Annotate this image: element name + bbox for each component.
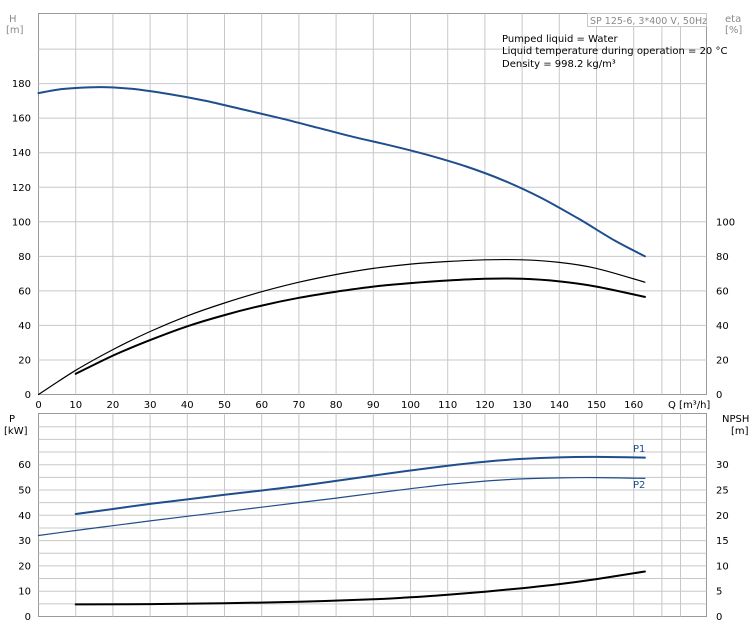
- curve-label-p2: P2: [633, 480, 645, 491]
- power-tick-label: 60: [18, 460, 31, 471]
- eta-tick-label: 80: [716, 252, 729, 263]
- efficiency-curve: [74, 277, 646, 375]
- power-tick-label: 40: [18, 511, 31, 522]
- power-p2-curve: [37, 476, 646, 537]
- eta-axis-title: eta: [725, 14, 741, 25]
- power-axis-unit: [kW]: [4, 426, 28, 437]
- head-curve: [37, 86, 646, 258]
- npsh-curve: [74, 570, 646, 606]
- tick-labels: 0 10 20 30 40 50 60 70 80 90 100 110 120 130 140 150 160…: [12, 79, 735, 623]
- power-grid: [38, 413, 707, 617]
- power-tick-label: 20: [18, 561, 31, 572]
- pump-label: SP 125-6, 3*400 V, 50Hz: [590, 16, 707, 27]
- head-tick-label: 160: [12, 114, 31, 125]
- head-tick-label: 60: [18, 286, 31, 297]
- power-tick-label: 0: [25, 612, 31, 623]
- eta-tick-label: 60: [716, 286, 729, 297]
- x-tick-label: 140: [550, 400, 569, 411]
- head-tick-label: 180: [12, 79, 31, 90]
- head-tick-label: 20: [18, 355, 31, 366]
- power-axis-title: P: [9, 414, 15, 425]
- x-tick-label: 30: [144, 400, 157, 411]
- power-p1-curve: [74, 455, 646, 515]
- head-tick-label: 40: [18, 321, 31, 332]
- x-tick-label: 150: [587, 400, 606, 411]
- x-tick-label: 40: [181, 400, 194, 411]
- x-tick-label: 100: [401, 400, 420, 411]
- npsh-tick-label: 15: [716, 536, 729, 547]
- eta-axis-unit: [%]: [725, 25, 742, 36]
- info-liquid-temperature: Liquid temperature during operation = 20…: [502, 46, 727, 57]
- npsh-tick-label: 10: [716, 561, 729, 572]
- curve-label-p1: P1: [633, 444, 645, 455]
- npsh-tick-label: 25: [716, 486, 729, 497]
- npsh-tick-label: 0: [716, 612, 722, 623]
- power-tick-label: 10: [18, 587, 31, 598]
- eta-tick-label: 20: [716, 355, 729, 366]
- head-tick-label: 140: [12, 148, 31, 159]
- head-tick-label: 0: [25, 390, 31, 401]
- efficiency-curve: [37, 258, 646, 396]
- info-pumped-liquid: Pumped liquid = Water: [502, 34, 619, 45]
- x-tick-label: 130: [513, 400, 532, 411]
- power-tick-label: 30: [18, 536, 31, 547]
- x-tick-label: 70: [293, 400, 306, 411]
- x-tick-label: 0: [35, 400, 41, 411]
- pump-label-box: [587, 13, 707, 27]
- x-tick-label: 80: [330, 400, 343, 411]
- head-tick-label: 120: [12, 183, 31, 194]
- x-tick-label: 110: [438, 400, 457, 411]
- npsh-tick-label: 5: [716, 587, 722, 598]
- npsh-tick-label: 30: [716, 460, 729, 471]
- eta-tick-label: 0: [716, 390, 722, 401]
- head-axis-title: H: [9, 14, 17, 25]
- npsh-tick-label: 20: [716, 511, 729, 522]
- flow-axis-title: Q [m³/h]: [668, 400, 710, 411]
- info-density: Density = 998.2 kg/m³: [502, 59, 616, 70]
- head-grid: [38, 13, 707, 395]
- eta-tick-label: 100: [716, 217, 735, 228]
- x-tick-label: 50: [218, 400, 231, 411]
- x-tick-label: 160: [624, 400, 643, 411]
- head-plot-frame: [38, 13, 707, 395]
- x-tick-label: 10: [69, 400, 82, 411]
- x-tick-label: 120: [475, 400, 494, 411]
- curves: [37, 86, 646, 606]
- head-axis-unit: [m]: [6, 25, 24, 36]
- head-tick-label: 80: [18, 252, 31, 263]
- x-tick-label: 90: [367, 400, 380, 411]
- head-tick-label: 100: [12, 217, 31, 228]
- npsh-axis-unit: [m]: [731, 426, 749, 437]
- x-tick-label: 20: [107, 400, 120, 411]
- eta-tick-label: 40: [716, 321, 729, 332]
- power-tick-label: 50: [18, 486, 31, 497]
- x-tick-label: 60: [255, 400, 268, 411]
- npsh-axis-title: NPSH: [722, 414, 749, 425]
